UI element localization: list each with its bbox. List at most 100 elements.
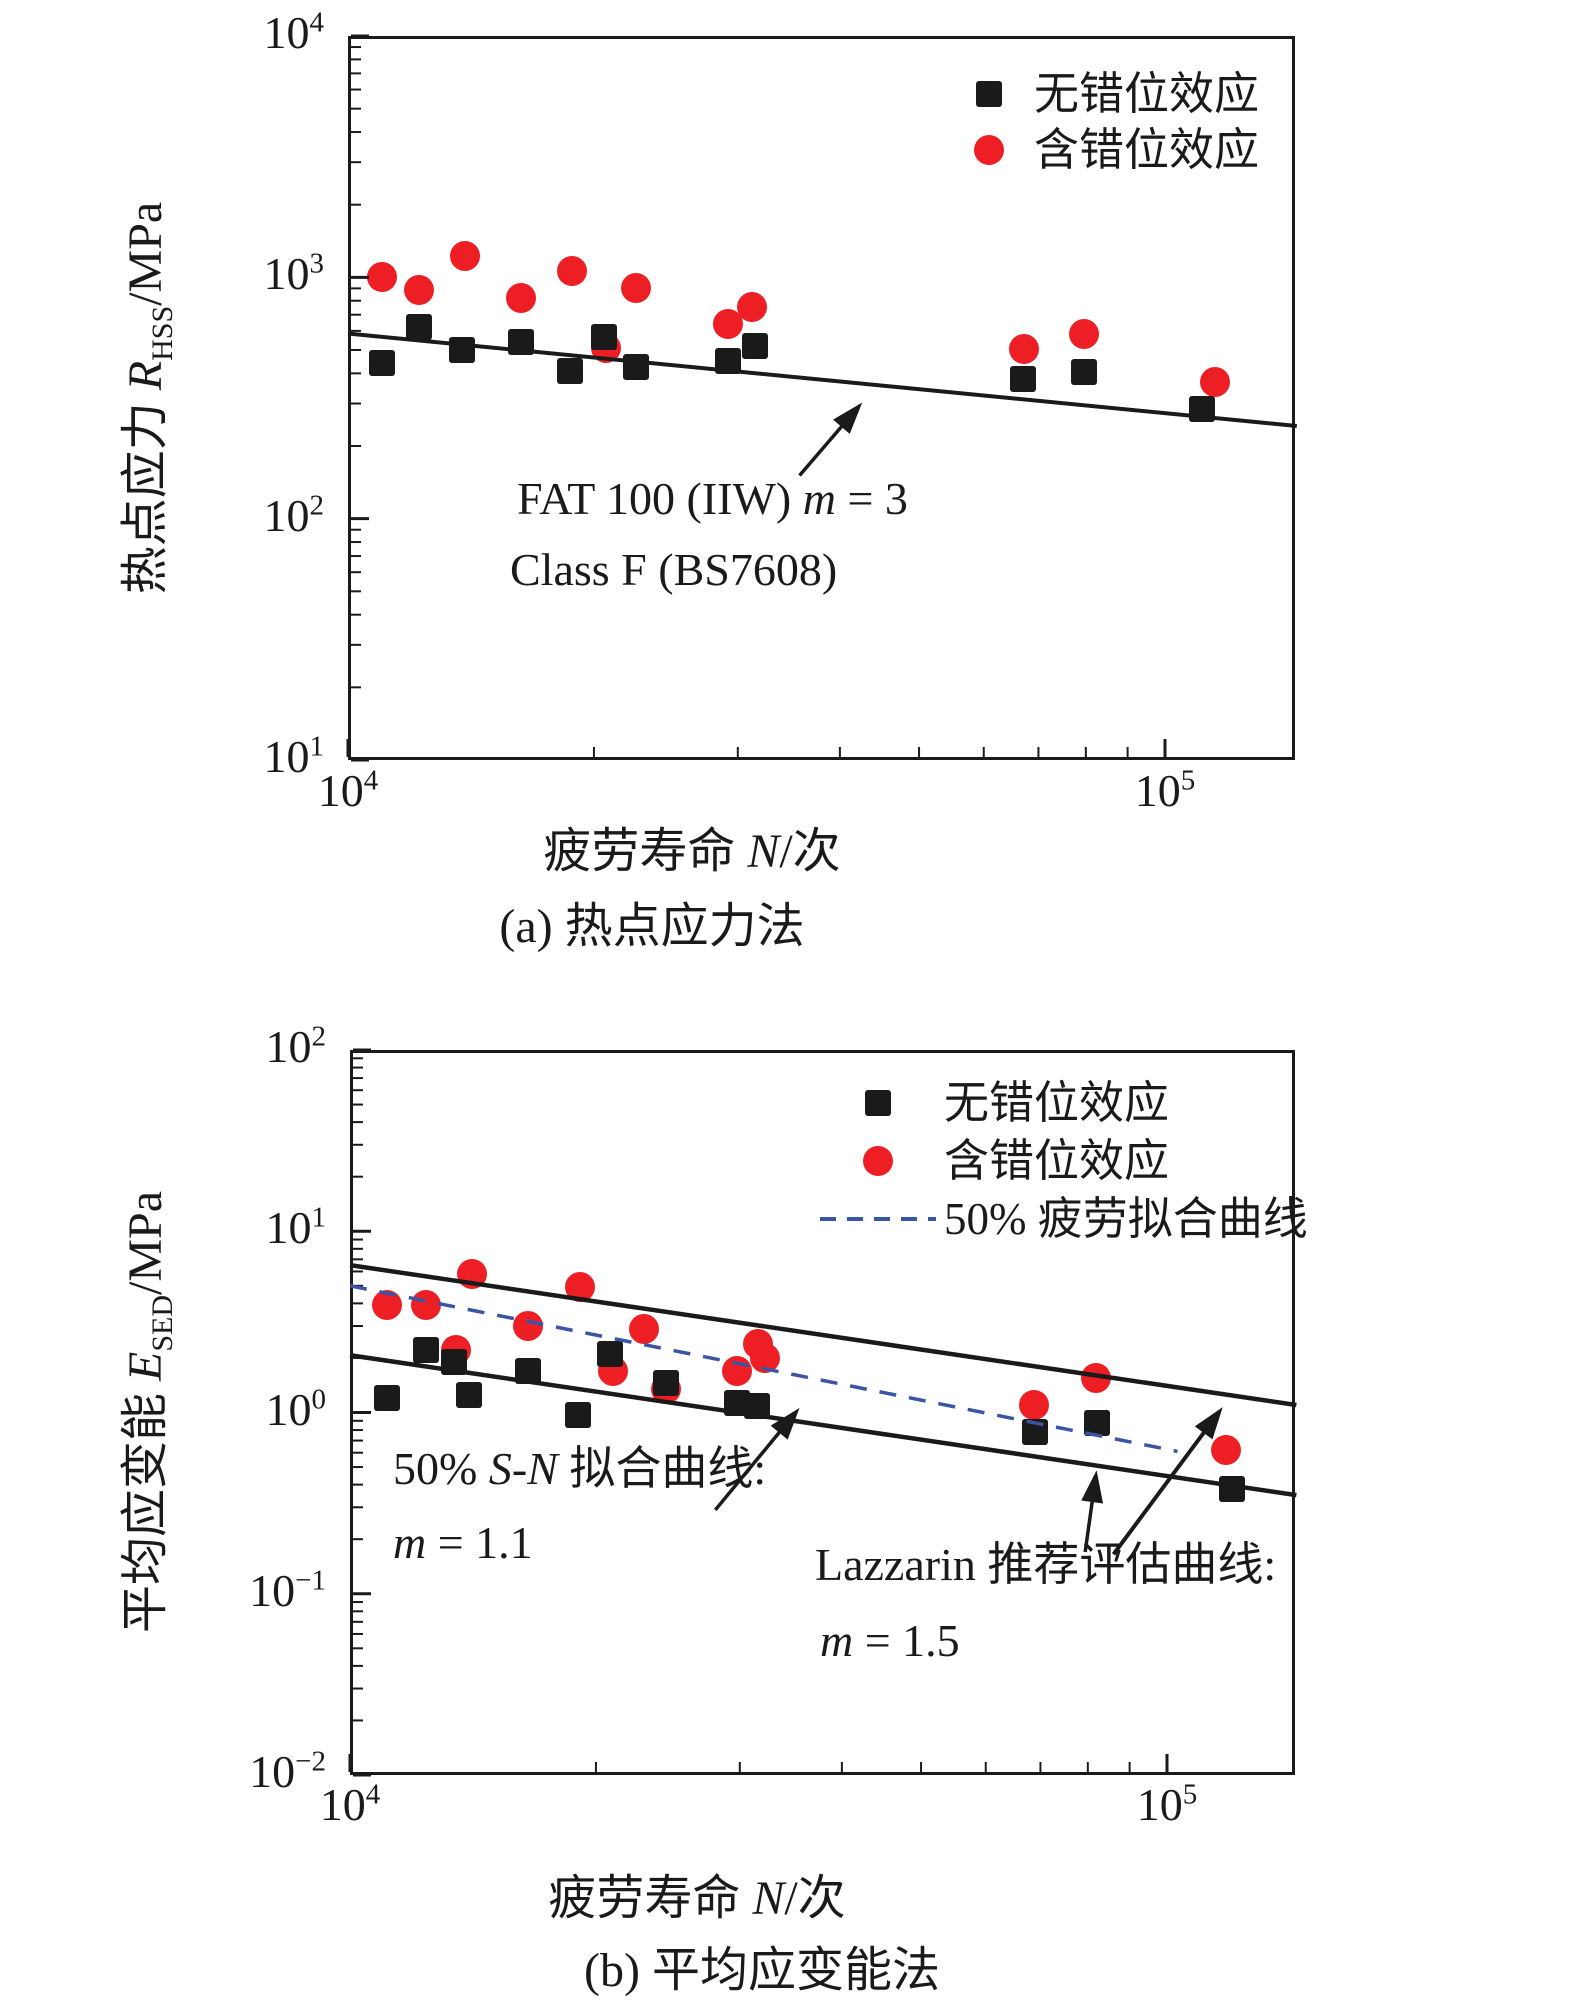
chart-b-caption: (b) 平均应变能法	[584, 1944, 940, 1997]
data-point-no-misalignment	[440, 1348, 467, 1375]
data-point-with-misalignment	[403, 274, 434, 305]
data-point-with-misalignment	[564, 1272, 595, 1303]
square-icon	[865, 1090, 891, 1116]
y-tick-label: 100	[265, 1383, 327, 1435]
y-tick-label: 102	[265, 1020, 327, 1072]
italic-symbol: N	[527, 1443, 558, 1494]
data-point-no-misalignment	[508, 328, 535, 355]
data-point-no-misalignment	[1189, 395, 1216, 422]
chart-a-x-axis-title: 疲劳寿命 N/次	[543, 828, 840, 876]
italic-symbol: E	[119, 1351, 173, 1382]
exponent: 5	[1182, 1778, 1198, 1811]
exponent: 4	[309, 6, 325, 39]
exponent: 3	[309, 248, 325, 280]
exponent: 5	[1180, 764, 1196, 797]
text-segment: 50%	[393, 1443, 489, 1494]
text-segment: Lazzarin 推荐评估曲线:	[815, 1539, 1277, 1590]
data-point-no-misalignment	[1009, 365, 1036, 392]
legend-label: 无错位效应	[1034, 68, 1260, 119]
exponent: 0	[311, 1383, 327, 1416]
data-point-no-misalignment	[653, 1370, 680, 1397]
data-point-no-misalignment	[1218, 1475, 1245, 1502]
data-point-no-misalignment	[374, 1385, 401, 1412]
square-icon	[976, 81, 1002, 107]
data-point-with-misalignment	[512, 1311, 543, 1342]
data-point-with-misalignment	[722, 1355, 753, 1386]
italic-symbol: m	[802, 473, 836, 524]
chart-a-caption: (a) 热点应力法	[499, 900, 805, 953]
chart-annotation-text: m = 1.5	[820, 1615, 960, 1667]
data-point-no-misalignment	[744, 1393, 771, 1420]
data-point-with-misalignment	[749, 1342, 780, 1373]
circle-icon	[974, 135, 1004, 165]
legend-label: 含错位效应	[1034, 124, 1260, 175]
x-tick-label: 105	[1134, 764, 1196, 816]
data-point-no-misalignment	[596, 1341, 623, 1368]
legend-label: 含错位效应	[944, 1135, 1170, 1186]
text-segment: 热点应力	[119, 390, 173, 595]
text-segment: 疲劳寿命	[543, 825, 748, 878]
y-tick-label: 10−2	[249, 1745, 326, 1797]
data-point-no-misalignment	[557, 357, 584, 384]
chart-b-legend: 无错位效应含错位效应 50% 疲劳拟合曲线	[818, 1074, 1308, 1248]
exponent: −2	[295, 1745, 326, 1778]
text-segment: 平均应变能	[119, 1381, 173, 1634]
y-tick-label: 102	[263, 489, 325, 541]
text-segment: /次	[779, 825, 841, 878]
data-point-with-misalignment	[456, 1259, 487, 1290]
data-point-no-misalignment	[449, 336, 476, 363]
legend-circle-marker-icon	[818, 1146, 938, 1176]
exponent: 1	[309, 730, 325, 763]
chart-b-x-axis-title: 疲劳寿命 N/次	[548, 1875, 845, 1923]
italic-symbol: S	[488, 1443, 512, 1494]
legend-item: 无错位效应	[818, 1074, 1308, 1132]
data-point-with-misalignment	[506, 283, 537, 314]
data-point-with-misalignment	[1199, 366, 1230, 397]
text-segment: 疲劳寿命	[548, 1872, 753, 1925]
text-segment: = 3	[835, 473, 908, 524]
legend-square-marker-icon	[950, 81, 1028, 107]
legend-dashed-line-icon	[818, 1214, 938, 1224]
legend-label: 无错位效应	[944, 1077, 1170, 1128]
exponent: 1	[311, 1201, 327, 1234]
text-segment: FAT 100 (IIW)	[517, 473, 803, 524]
legend-item: 含错位效应	[950, 122, 1259, 178]
dashed-line-icon	[820, 1217, 936, 1221]
text-segment: = 1.5	[853, 1615, 960, 1666]
data-point-no-misalignment	[1083, 1409, 1110, 1436]
text-segment: /次	[784, 1872, 846, 1925]
data-point-no-misalignment	[715, 348, 742, 375]
data-point-no-misalignment	[742, 332, 769, 359]
data-point-no-misalignment	[405, 314, 432, 341]
italic-symbol: m	[393, 1517, 427, 1568]
exponent: 2	[309, 489, 325, 522]
legend-item: 含错位效应	[818, 1132, 1308, 1190]
data-point-with-misalignment	[556, 256, 587, 287]
data-point-no-misalignment	[564, 1401, 591, 1428]
exponent: 2	[311, 1020, 327, 1053]
exponent: −1	[295, 1564, 326, 1597]
subscript-text: SED	[145, 1294, 179, 1352]
data-point-no-misalignment	[368, 350, 395, 377]
x-tick-label: 104	[317, 764, 379, 816]
subscript-text: HSS	[145, 305, 179, 361]
italic-symbol: N	[747, 825, 780, 878]
legend-item: 无错位效应	[950, 66, 1259, 122]
y-tick-label: 101	[265, 1201, 327, 1254]
x-tick-label: 104	[319, 1778, 381, 1830]
data-point-with-misalignment	[736, 292, 767, 323]
text-segment: Class F (BS7608)	[510, 544, 838, 595]
data-point-no-misalignment	[514, 1357, 541, 1384]
data-point-with-misalignment	[1080, 1363, 1111, 1393]
y-tick-label: 10−1	[249, 1564, 326, 1616]
data-point-with-misalignment	[1210, 1435, 1241, 1466]
y-tick-label: 103	[263, 248, 325, 300]
legend-label: 50% 疲劳拟合曲线	[944, 1193, 1308, 1244]
text-segment: 拟合曲线:	[557, 1443, 767, 1494]
data-point-no-misalignment	[1071, 359, 1098, 386]
data-point-with-misalignment	[620, 273, 651, 304]
data-point-no-misalignment	[591, 324, 618, 351]
chart-a-y-axis-title: 热点应力 RHSS/MPa	[119, 202, 179, 595]
data-point-with-misalignment	[628, 1313, 659, 1344]
